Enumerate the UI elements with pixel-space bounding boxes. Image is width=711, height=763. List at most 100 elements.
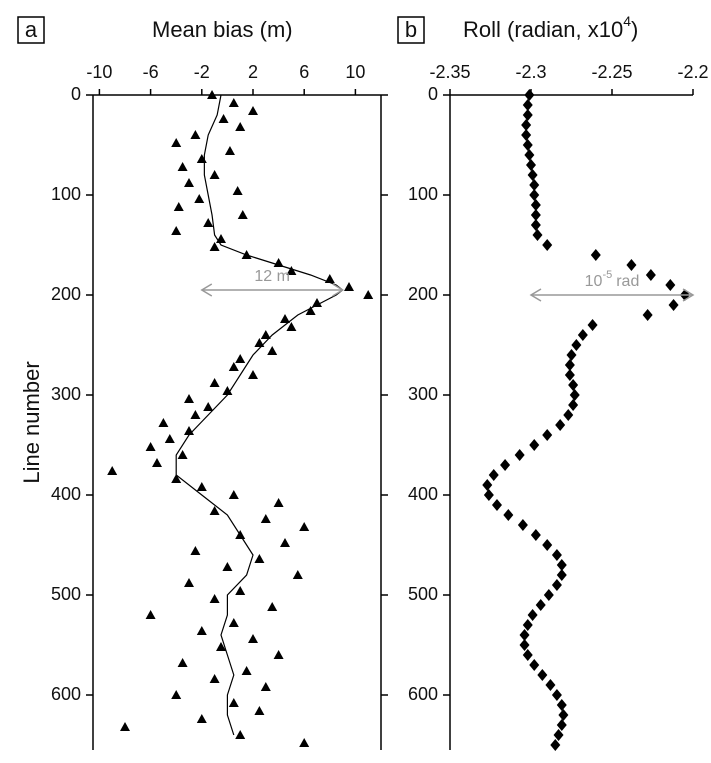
triangle-point xyxy=(207,90,218,99)
annotation-text: 12 m xyxy=(254,268,290,285)
triangle-point xyxy=(235,586,246,595)
triangle-point xyxy=(228,698,239,707)
triangle-point xyxy=(324,274,335,283)
triangle-point xyxy=(194,194,205,203)
diamond-point xyxy=(503,509,514,521)
diamond-point xyxy=(568,379,579,391)
diamond-point xyxy=(522,109,533,121)
diamond-point xyxy=(527,609,538,621)
panel-label-box xyxy=(17,16,45,44)
triangle-point xyxy=(241,666,252,675)
title-text: Mean bias (m) xyxy=(152,17,293,42)
triangle-point xyxy=(344,282,354,291)
triangle-point xyxy=(254,554,265,563)
chart-title: Roll (radian, x104) xyxy=(463,13,638,42)
x-tick-label: -2.2 xyxy=(677,62,708,82)
triangle-point xyxy=(177,658,188,667)
triangle-point xyxy=(292,570,303,579)
triangle-point xyxy=(209,594,220,603)
diamond-point xyxy=(530,219,541,231)
arrow-head xyxy=(682,288,695,302)
triangle-point xyxy=(218,114,229,123)
triangle-point xyxy=(209,506,220,515)
diamond-point xyxy=(564,359,575,371)
triangle-point xyxy=(224,146,235,155)
diamond-point xyxy=(535,599,546,611)
diamond-point xyxy=(556,699,567,711)
diamond-point xyxy=(665,279,676,291)
triangle-point xyxy=(260,330,271,339)
triangle-point xyxy=(177,450,188,459)
diamond-point xyxy=(483,489,494,501)
panel-label: b xyxy=(405,17,417,42)
y-tick-label: 600 xyxy=(408,684,438,704)
triangle-point xyxy=(248,634,258,643)
y-axis-label: Line number xyxy=(19,361,44,483)
triangle-point xyxy=(260,682,271,691)
diamond-point xyxy=(524,149,535,161)
chart-title: Mean bias (m) xyxy=(152,17,293,42)
smooth-line xyxy=(175,94,344,736)
diamond-point xyxy=(577,329,588,341)
triangle-point xyxy=(120,722,130,731)
triangle-point xyxy=(228,618,239,627)
triangle-point xyxy=(196,482,207,491)
x-tick-label: -10 xyxy=(86,62,112,82)
triangle-point xyxy=(203,402,214,411)
triangle-point xyxy=(235,354,246,363)
diamond-point xyxy=(537,669,548,681)
diamond-point xyxy=(521,129,532,141)
triangle-point xyxy=(228,362,239,371)
x-tick-label: 10 xyxy=(345,62,365,82)
diamond-point xyxy=(542,239,553,251)
y-tick-label: 500 xyxy=(408,584,438,604)
diamond-point xyxy=(571,339,582,351)
x-tick-label: -6 xyxy=(143,62,159,82)
triangle-point xyxy=(171,138,182,147)
diamond-point xyxy=(587,319,598,331)
y-tick-label: 200 xyxy=(408,284,438,304)
triangle-point xyxy=(286,322,297,331)
triangle-point xyxy=(222,386,233,395)
diamond-point xyxy=(491,499,502,511)
diamond-point xyxy=(556,719,567,731)
triangle-point xyxy=(171,226,182,235)
triangle-point xyxy=(254,338,265,347)
triangle-point xyxy=(299,522,310,531)
annotation-main: 10 xyxy=(585,273,603,290)
diamond-point xyxy=(529,189,540,201)
diamond-point xyxy=(530,199,541,211)
triangle-point xyxy=(305,306,316,315)
triangle-point xyxy=(248,106,258,115)
triangle-point xyxy=(158,418,169,427)
triangle-point xyxy=(209,242,220,251)
triangle-point xyxy=(267,346,278,355)
triangle-point xyxy=(196,626,207,635)
diamond-point xyxy=(522,99,533,111)
x-tick-label: -2.35 xyxy=(429,62,470,82)
diamond-point xyxy=(543,589,554,601)
diamond-point xyxy=(500,459,511,471)
triangle-point xyxy=(228,98,239,107)
diamond-point xyxy=(551,579,562,591)
arrow-head xyxy=(200,283,213,297)
triangle-point xyxy=(190,410,201,419)
panel-label: a xyxy=(25,17,38,42)
title-sup: 4 xyxy=(623,13,631,29)
triangle-point xyxy=(235,730,246,739)
triangle-point xyxy=(190,546,201,555)
panel-label-box xyxy=(397,16,425,44)
diamond-point xyxy=(521,119,532,131)
annotation-end: rad xyxy=(616,273,639,290)
diamond-point xyxy=(563,409,574,421)
x-tick-label: 2 xyxy=(248,62,258,82)
diamond-point xyxy=(558,709,569,721)
triangle-point xyxy=(216,642,226,651)
x-tick-label: -2.25 xyxy=(591,62,632,82)
triangle-point xyxy=(209,674,220,683)
diamond-point xyxy=(519,639,530,651)
diamond-point xyxy=(545,679,556,691)
diamond-point xyxy=(514,449,525,461)
diamond-point xyxy=(551,549,562,561)
